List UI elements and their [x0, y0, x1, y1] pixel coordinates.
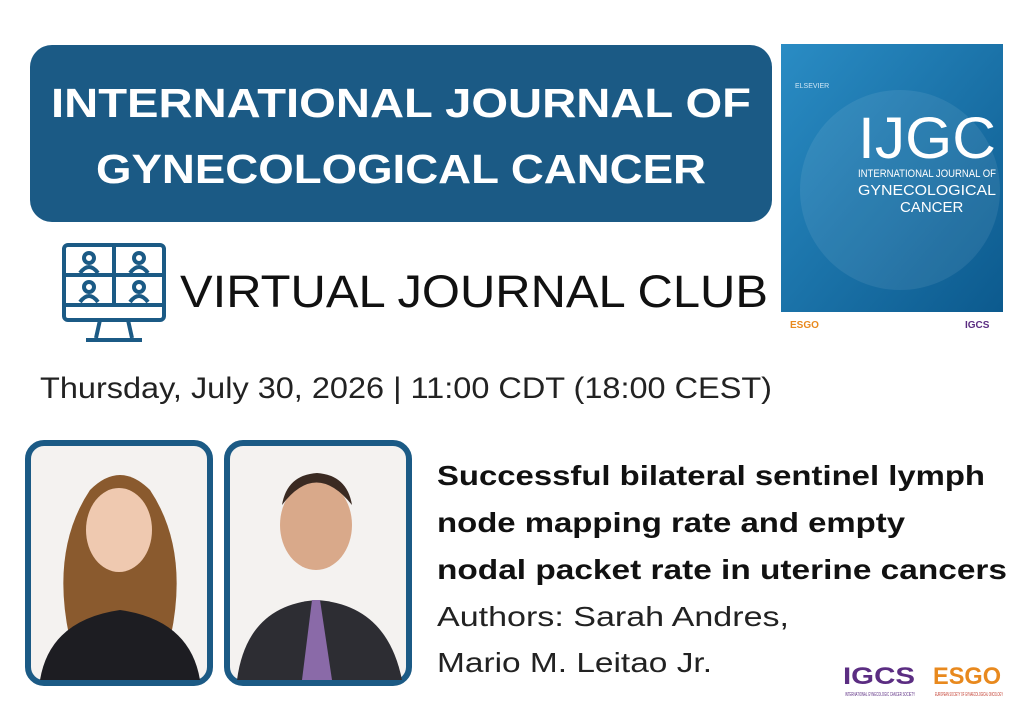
globe [800, 90, 1000, 290]
author-photo [224, 440, 412, 686]
cover-logo: IGCS [965, 320, 990, 331]
cover-name: CANCER [900, 199, 964, 216]
cover-name: INTERNATIONAL JOURNAL OF [858, 168, 996, 180]
banner [30, 45, 772, 222]
cover-publisher: ELSEVIER [795, 83, 829, 90]
paper-authors: Mario M. Leitao Jr. [437, 647, 712, 678]
logo-name: IGCS [843, 663, 915, 690]
journal-cover [781, 44, 1003, 312]
logo-name: ESGO [933, 663, 1001, 690]
cover-logo: ESGO [790, 320, 819, 331]
banner-title: GYNECOLOGICAL CANCER [96, 146, 706, 192]
cover-name: GYNECOLOGICAL [858, 182, 996, 199]
cover-acronym: IJGC [858, 106, 996, 171]
event-datetime: Thursday, July 30, 2026 | 11:00 CDT (18:… [40, 372, 772, 405]
logo-subtitle: EUROPEAN SOCIETY OF GYNAECOLOGICAL ONCOL… [935, 692, 1003, 698]
author-photo [25, 440, 213, 686]
paper-authors: Authors: Sarah Andres, [437, 601, 789, 632]
banner-title: INTERNATIONAL JOURNAL OF [51, 80, 751, 126]
paper-title: Successful bilateral sentinel lymph [437, 460, 985, 491]
event-name: VIRTUAL JOURNAL CLUB [180, 266, 768, 317]
paper-title: node mapping rate and empty [437, 507, 905, 538]
monitor-icon [62, 243, 166, 342]
paper-title: nodal packet rate in uterine cancers [437, 554, 1007, 585]
logo-subtitle: INTERNATIONAL GYNECOLOGIC CANCER SOCIETY [845, 692, 915, 698]
